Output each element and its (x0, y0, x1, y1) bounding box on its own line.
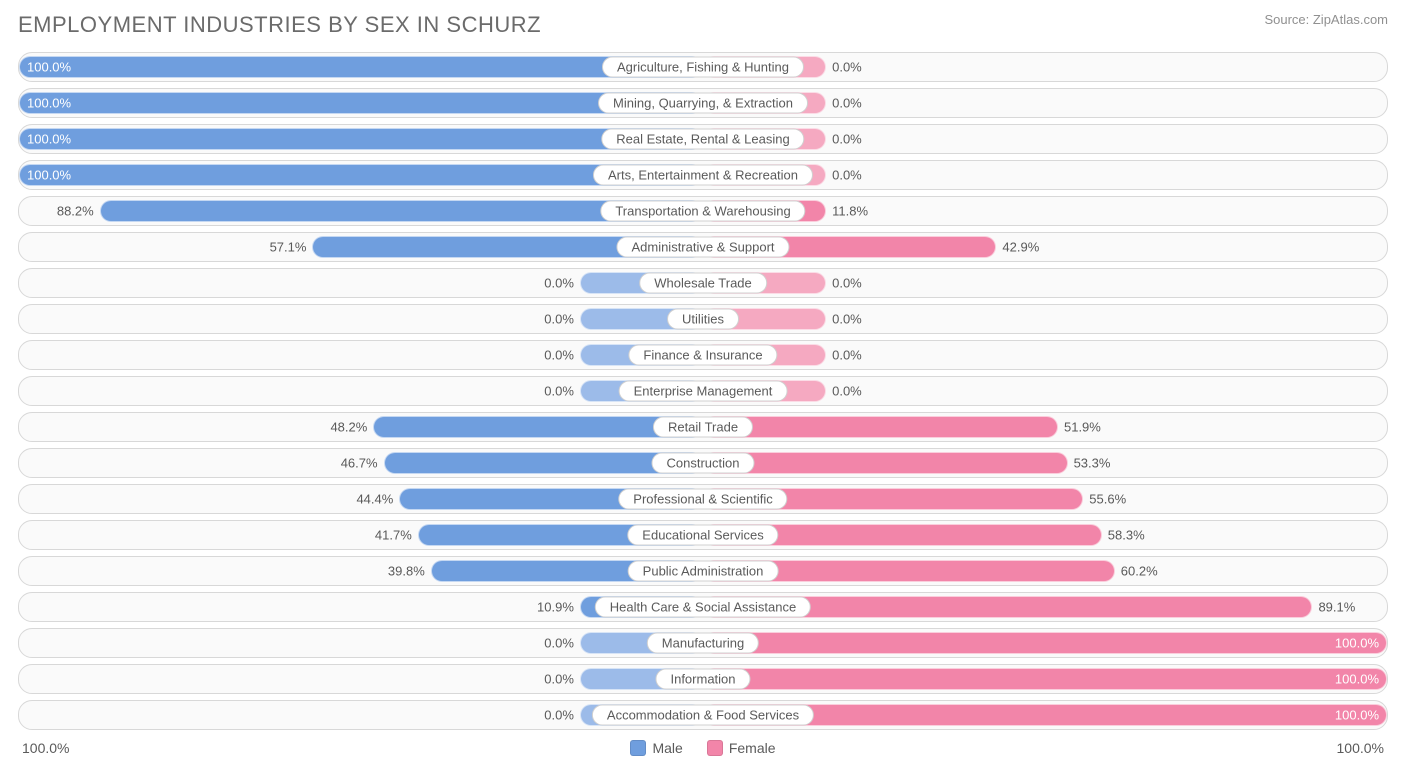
category-label: Accommodation & Food Services (592, 705, 814, 726)
category-label: Retail Trade (653, 417, 753, 438)
category-label: Utilities (667, 309, 739, 330)
category-label: Wholesale Trade (639, 273, 767, 294)
male-pct-label: 100.0% (27, 132, 71, 147)
male-pct-label: 0.0% (544, 708, 574, 723)
chart-row: 0.0% 0.0% Utilities (18, 304, 1388, 334)
female-pct-label: 0.0% (832, 276, 862, 291)
chart-row: 0.0% 100.0% Accommodation & Food Services (18, 700, 1388, 730)
female-pct-label: 0.0% (832, 132, 862, 147)
male-pct-label: 39.8% (388, 564, 425, 579)
female-pct-label: 89.1% (1318, 600, 1355, 615)
male-pct-label: 48.2% (330, 420, 367, 435)
chart-row: 48.2% 51.9% Retail Trade (18, 412, 1388, 442)
category-label: Enterprise Management (619, 381, 788, 402)
male-pct-label: 100.0% (27, 96, 71, 111)
chart-row: 44.4% 55.6% Professional & Scientific (18, 484, 1388, 514)
chart-row: 41.7% 58.3% Educational Services (18, 520, 1388, 550)
male-pct-label: 100.0% (27, 168, 71, 183)
male-pct-label: 0.0% (544, 636, 574, 651)
category-label: Agriculture, Fishing & Hunting (602, 57, 804, 78)
male-pct-label: 100.0% (27, 60, 71, 75)
female-pct-label: 42.9% (1002, 240, 1039, 255)
male-pct-label: 41.7% (375, 528, 412, 543)
female-pct-label: 100.0% (1335, 708, 1379, 723)
chart-header: EMPLOYMENT INDUSTRIES BY SEX IN SCHURZ S… (18, 12, 1388, 38)
female-pct-label: 0.0% (832, 168, 862, 183)
male-pct-label: 0.0% (544, 672, 574, 687)
axis-label-left: 100.0% (22, 740, 69, 756)
chart-row: 100.0% 0.0% Agriculture, Fishing & Hunting (18, 52, 1388, 82)
category-label: Transportation & Warehousing (600, 201, 805, 222)
legend-label-male: Male (652, 740, 682, 756)
category-label: Finance & Insurance (628, 345, 777, 366)
female-pct-label: 0.0% (832, 312, 862, 327)
female-pct-label: 53.3% (1074, 456, 1111, 471)
category-label: Public Administration (628, 561, 779, 582)
category-label: Administrative & Support (616, 237, 789, 258)
chart-row: 46.7% 53.3% Construction (18, 448, 1388, 478)
female-pct-label: 58.3% (1108, 528, 1145, 543)
female-bar (703, 668, 1387, 690)
chart-row: 0.0% 0.0% Finance & Insurance (18, 340, 1388, 370)
chart-area: 100.0% 0.0% Agriculture, Fishing & Hunting… (18, 52, 1388, 730)
male-pct-label: 44.4% (356, 492, 393, 507)
category-label: Real Estate, Rental & Leasing (601, 129, 804, 150)
legend-female: Female (707, 740, 776, 756)
category-label: Mining, Quarrying, & Extraction (598, 93, 808, 114)
chart-row: 0.0% 100.0% Information (18, 664, 1388, 694)
chart-row: 57.1% 42.9% Administrative & Support (18, 232, 1388, 262)
legend-swatch-male (630, 740, 646, 756)
female-pct-label: 55.6% (1089, 492, 1126, 507)
category-label: Arts, Entertainment & Recreation (593, 165, 813, 186)
female-pct-label: 100.0% (1335, 672, 1379, 687)
female-bar (703, 452, 1068, 474)
chart-row: 88.2% 11.8% Transportation & Warehousing (18, 196, 1388, 226)
male-pct-label: 46.7% (341, 456, 378, 471)
axis-label-right: 100.0% (1337, 740, 1384, 756)
chart-row: 10.9% 89.1% Health Care & Social Assistanc… (18, 592, 1388, 622)
female-pct-label: 60.2% (1121, 564, 1158, 579)
male-pct-label: 57.1% (270, 240, 307, 255)
category-label: Manufacturing (647, 633, 759, 654)
chart-source: Source: ZipAtlas.com (1264, 12, 1388, 27)
female-pct-label: 0.0% (832, 384, 862, 399)
male-pct-label: 10.9% (537, 600, 574, 615)
chart-row: 0.0% 100.0% Manufacturing (18, 628, 1388, 658)
female-bar (703, 632, 1387, 654)
chart-row: 0.0% 0.0% Enterprise Management (18, 376, 1388, 406)
chart-title: EMPLOYMENT INDUSTRIES BY SEX IN SCHURZ (18, 12, 541, 38)
legend-swatch-female (707, 740, 723, 756)
chart-row: 0.0% 0.0% Wholesale Trade (18, 268, 1388, 298)
male-bar (19, 56, 703, 78)
chart-footer: 100.0% Male Female 100.0% (18, 736, 1388, 760)
male-pct-label: 0.0% (544, 312, 574, 327)
male-pct-label: 0.0% (544, 384, 574, 399)
category-label: Professional & Scientific (618, 489, 787, 510)
chart-row: 100.0% 0.0% Mining, Quarrying, & Extractio… (18, 88, 1388, 118)
female-pct-label: 0.0% (832, 60, 862, 75)
chart-row: 100.0% 0.0% Real Estate, Rental & Leasing (18, 124, 1388, 154)
female-pct-label: 0.0% (832, 96, 862, 111)
male-pct-label: 0.0% (544, 276, 574, 291)
female-pct-label: 0.0% (832, 348, 862, 363)
male-pct-label: 88.2% (57, 204, 94, 219)
legend-male: Male (630, 740, 682, 756)
chart-row: 39.8% 60.2% Public Administration (18, 556, 1388, 586)
category-label: Construction (652, 453, 755, 474)
category-label: Information (655, 669, 750, 690)
female-pct-label: 100.0% (1335, 636, 1379, 651)
female-pct-label: 11.8% (832, 204, 868, 219)
category-label: Educational Services (627, 525, 778, 546)
category-label: Health Care & Social Assistance (595, 597, 811, 618)
female-pct-label: 51.9% (1064, 420, 1101, 435)
female-bar (703, 416, 1058, 438)
chart-row: 100.0% 0.0% Arts, Entertainment & Recreati… (18, 160, 1388, 190)
male-pct-label: 0.0% (544, 348, 574, 363)
legend-label-female: Female (729, 740, 776, 756)
